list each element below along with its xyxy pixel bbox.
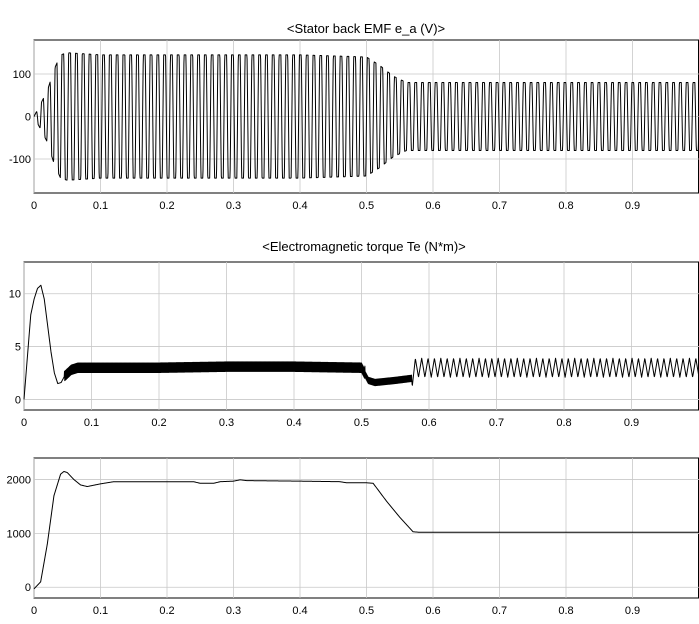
electromagnetic-torque-title: <Electromagnetic torque Te (N*m)>: [262, 239, 466, 254]
x-tick-label: 0.1: [93, 605, 108, 617]
x-tick-label: 0: [21, 417, 27, 429]
y-tick-label: -100: [9, 154, 31, 166]
series-line: [33, 52, 699, 181]
y-tick-label: 100: [13, 69, 31, 81]
y-tick-label: 5: [15, 342, 21, 354]
x-tick-label: 0.2: [159, 605, 174, 617]
x-tick-label: 0.6: [425, 200, 440, 212]
series-line: [23, 284, 699, 400]
x-tick-label: 0.5: [354, 417, 369, 429]
y-tick-label: 1000: [7, 528, 31, 540]
x-tick-label: 0.2: [159, 200, 174, 212]
x-tick-label: 0.5: [359, 200, 374, 212]
x-tick-label: 0.3: [226, 200, 241, 212]
stator-back-emf-title: <Stator back EMF e_a (V)>: [287, 21, 445, 36]
x-tick-label: 0.8: [558, 200, 573, 212]
x-tick-label: 0.7: [492, 200, 507, 212]
x-tick-label: 0.3: [226, 605, 241, 617]
x-tick-label: 0.6: [425, 605, 440, 617]
x-tick-label: 0.5: [359, 605, 374, 617]
y-tick-label: 0: [15, 394, 21, 406]
y-tick-label: 10: [9, 289, 21, 301]
stator-back-emf-panel: <Stator back EMF e_a (V)> 0 0.1 0.2 0.3 0.4 0…: [9, 21, 699, 212]
x-tick-label: 0.4: [286, 417, 301, 429]
x-tick-label: 0: [31, 605, 37, 617]
x-tick-label: 0.1: [93, 200, 108, 212]
x-tick-label: 0.3: [219, 417, 234, 429]
x-tick-label: 0.9: [625, 200, 640, 212]
electromagnetic-torque-panel: <Electromagnetic torque Te (N*m)> 0 0.1 0.…: [9, 239, 699, 429]
y-tick-label: 2000: [7, 475, 31, 487]
x-tick-label: 0.7: [492, 605, 507, 617]
x-tick-label: 0.4: [292, 200, 307, 212]
x-tick-label: 0.8: [556, 417, 571, 429]
rotor-speed-panel: 0 0.1 0.2 0.3 0.4 0.5 0.6 0.7 0.8 0.9 0 1000 2000: [7, 457, 699, 617]
y-tick-label: 0: [25, 112, 31, 124]
x-tick-label: 0.2: [151, 417, 166, 429]
x-tick-label: 0.9: [625, 605, 640, 617]
x-tick-label: 0.4: [292, 605, 307, 617]
x-tick-label: 0.9: [624, 417, 639, 429]
x-tick-label: 0: [31, 200, 37, 212]
x-tick-label: 0.7: [489, 417, 504, 429]
y-tick-label: 0: [25, 582, 31, 594]
series-line: [33, 470, 699, 590]
x-tick-label: 0.6: [421, 417, 436, 429]
x-tick-label: 0.1: [84, 417, 99, 429]
x-tick-label: 0.8: [558, 605, 573, 617]
